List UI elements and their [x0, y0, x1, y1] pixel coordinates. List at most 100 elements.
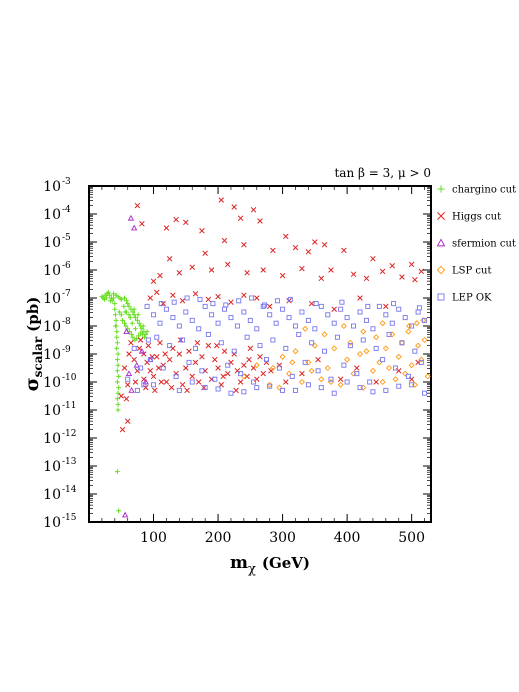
plot-area — [88, 185, 432, 523]
data-point — [309, 340, 315, 346]
data-point — [215, 365, 221, 371]
data-point — [199, 368, 205, 374]
y-tick-label: 10 — [43, 347, 61, 363]
data-point — [173, 373, 179, 379]
data-point — [393, 365, 398, 371]
data-point — [283, 345, 289, 351]
y-tick-base: 10 — [43, 207, 61, 223]
y-tick-label: 10 — [43, 291, 61, 307]
data-point — [376, 303, 382, 309]
data-point — [351, 323, 357, 329]
axis-ticks — [88, 185, 431, 523]
data-point — [305, 249, 312, 255]
series-lep-ok — [125, 295, 428, 396]
x-axis-symbol: m — [230, 553, 248, 573]
data-point — [115, 402, 121, 407]
legend-label: sfermion cut — [452, 239, 516, 250]
data-point — [131, 345, 137, 351]
data-point — [331, 320, 337, 326]
data-point — [199, 228, 205, 234]
data-point — [202, 250, 208, 256]
data-point — [373, 379, 379, 385]
data-point — [370, 389, 376, 395]
y-tick-exponent: -7 — [62, 289, 71, 299]
data-point — [184, 387, 190, 394]
data-point — [139, 326, 145, 332]
data-point — [318, 376, 325, 383]
data-point — [158, 379, 165, 385]
data-point — [308, 367, 315, 374]
x-tick-label: 400 — [334, 530, 361, 546]
legend-marker — [437, 212, 445, 220]
data-point — [395, 353, 402, 360]
data-point — [234, 323, 240, 329]
data-point — [205, 331, 211, 337]
data-point — [134, 336, 140, 341]
data-point — [151, 312, 157, 318]
y-tick-label: 10 — [43, 235, 61, 251]
data-point — [126, 304, 132, 309]
y-axis-title: σscalar (pb) — [21, 297, 45, 392]
data-point — [134, 318, 140, 323]
data-point — [408, 362, 415, 369]
data-point — [212, 356, 218, 363]
data-point — [131, 356, 137, 363]
data-point — [138, 347, 146, 354]
data-point — [421, 336, 428, 344]
data-point — [267, 383, 273, 389]
data-point — [113, 318, 119, 323]
data-point — [116, 385, 122, 390]
data-point — [145, 342, 152, 349]
data-point — [127, 315, 133, 320]
y-axis-symbol: σ — [21, 377, 43, 391]
data-point — [286, 370, 293, 377]
plot-frame — [88, 185, 432, 523]
data-point — [147, 368, 154, 374]
data-point — [347, 343, 353, 349]
annotation: tan β = 3, μ > 0 — [334, 166, 431, 180]
data-point — [260, 267, 266, 273]
data-point — [408, 376, 415, 382]
data-point — [220, 373, 226, 380]
data-point — [214, 342, 220, 349]
y-tick-labels: 10-310-410-510-610-710-810-910-1010-1110… — [43, 177, 77, 531]
data-point — [344, 315, 350, 321]
data-point — [142, 334, 147, 340]
data-point — [139, 221, 145, 227]
data-point — [134, 202, 141, 209]
data-point — [408, 261, 415, 268]
data-point — [328, 267, 334, 273]
data-point — [418, 356, 425, 363]
data-point — [115, 407, 121, 413]
data-point — [114, 379, 120, 385]
data-point — [134, 368, 141, 374]
data-point — [321, 331, 328, 338]
data-point — [365, 303, 371, 309]
data-point — [241, 389, 247, 395]
data-point — [266, 303, 273, 310]
data-point — [418, 359, 424, 365]
data-point — [195, 379, 202, 385]
data-point — [340, 322, 347, 330]
data-point — [357, 295, 363, 301]
data-point — [189, 379, 195, 385]
data-point — [405, 373, 411, 379]
data-point — [225, 362, 231, 368]
data-point — [125, 326, 131, 332]
data-point — [218, 382, 225, 388]
data-point — [124, 298, 129, 304]
data-point — [154, 354, 160, 360]
data-point — [114, 329, 120, 334]
data-point — [112, 306, 118, 312]
x-tick-label: 200 — [205, 530, 232, 546]
data-point — [283, 379, 289, 385]
data-point — [341, 247, 347, 254]
data-point — [396, 306, 402, 312]
data-point — [163, 306, 169, 312]
data-point — [168, 384, 175, 391]
y-tick-base: 10 — [43, 375, 61, 391]
data-point — [154, 289, 160, 296]
data-point — [112, 301, 118, 306]
legend-label: chargino cut — [452, 185, 516, 196]
data-point — [126, 312, 132, 318]
